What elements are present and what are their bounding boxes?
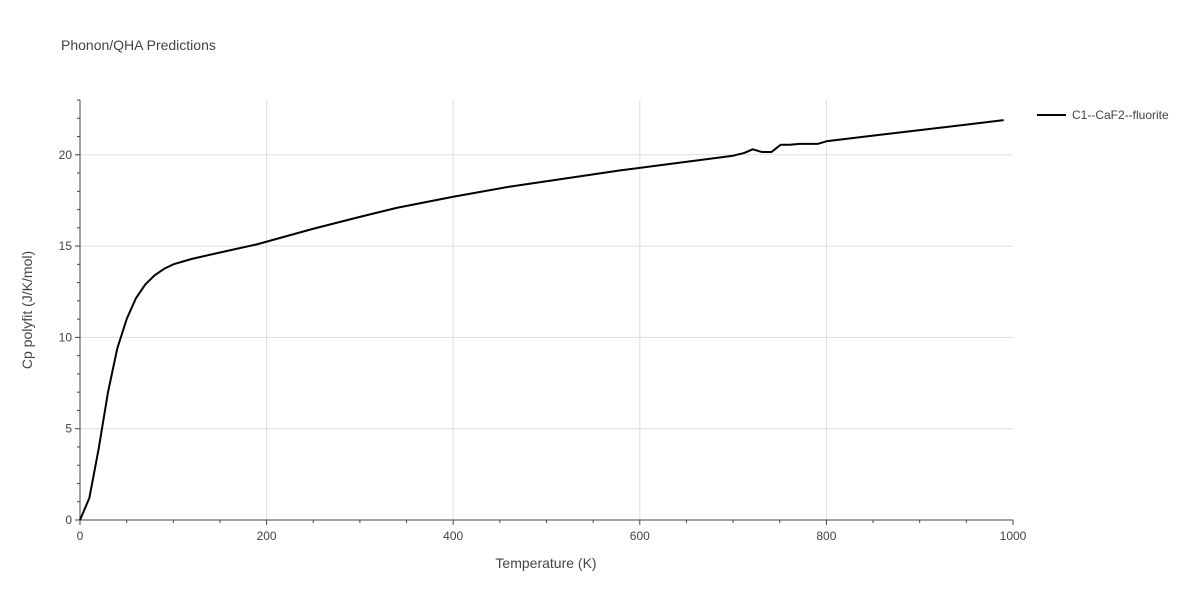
x-tick-label: 400 [443,529,463,543]
x-axis-label: Temperature (K) [495,555,596,571]
x-tick-label: 0 [77,529,84,543]
series-line [79,119,1004,521]
x-tick-label: 1000 [1000,529,1027,543]
y-tick-label: 0 [65,513,72,527]
legend[interactable]: C1--CaF2--fluorite [1037,108,1169,122]
y-tick-label: 20 [59,148,73,162]
chart-title: Phonon/QHA Predictions [61,37,216,53]
series-layer [79,119,1004,521]
y-tick-label: 15 [59,239,73,253]
x-tick-label: 800 [816,529,836,543]
axis-layer: 0 200 400 600 800 1000 0 5 10 15 20 [59,99,1027,543]
y-tick-label: 10 [59,330,73,344]
grid-layer [80,100,1013,520]
x-tick-label: 600 [630,529,650,543]
x-tick-label: 200 [257,529,277,543]
y-tick-label: 5 [65,422,72,436]
y-axis-label: Cp polyfit (J/K/mol) [19,251,35,369]
legend-label[interactable]: C1--CaF2--fluorite [1072,108,1169,122]
